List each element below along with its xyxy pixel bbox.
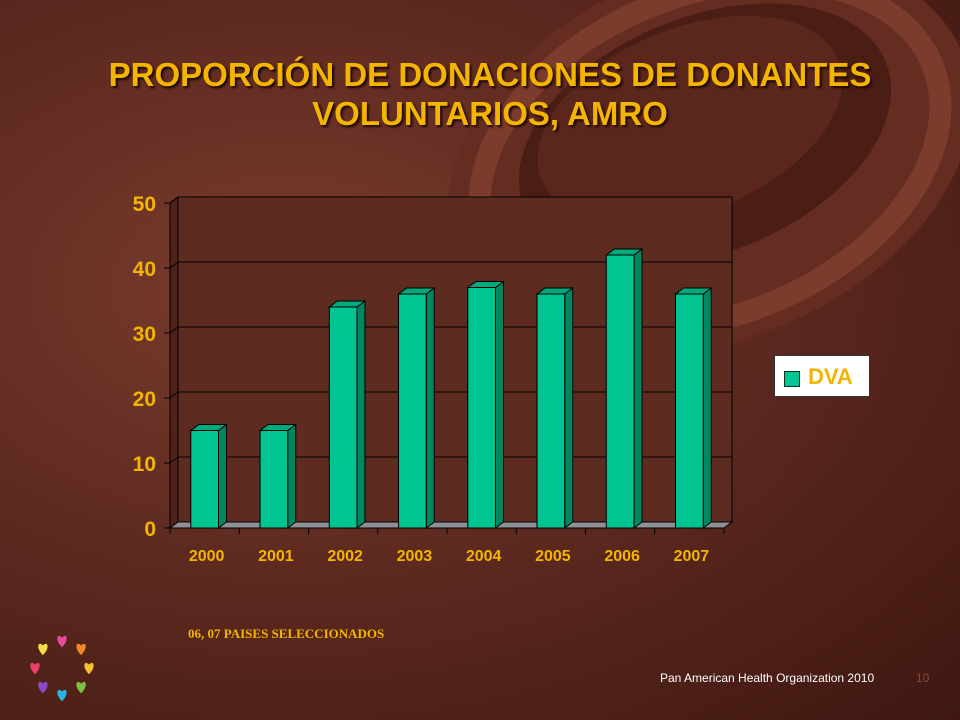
legend-swatch-dva [784, 371, 800, 387]
legend-label-dva: DVA [808, 364, 853, 389]
bar-2004 [466, 280, 505, 529]
x-tick-label: 2005 [535, 548, 571, 565]
heart-icon [29, 662, 41, 676]
x-tick-label: 2003 [397, 548, 433, 565]
page-number: 10 [916, 671, 930, 685]
chart-floor [168, 521, 734, 529]
bar-2003 [397, 287, 436, 529]
heart-icon [37, 643, 49, 657]
bar-front [467, 287, 496, 529]
y-tick-label: 40 [133, 258, 156, 281]
x-axis-tick-labels: 2000 2001 2002 2003 2004 2005 2006 2007 [169, 528, 725, 565]
bar-side [425, 287, 435, 529]
bar-front [398, 293, 427, 529]
bar-side [633, 248, 643, 529]
heart-icon [83, 662, 95, 676]
bar-2001 [258, 423, 298, 529]
y-tick-label: 30 [133, 323, 156, 346]
x-tick-label: 2002 [327, 548, 363, 565]
bar-side [217, 423, 227, 529]
x-tick-label: 2000 [189, 548, 225, 565]
bar-front [190, 430, 219, 529]
chart-legend: DVA [774, 355, 870, 397]
x-tick-label: 2007 [674, 548, 710, 565]
bar-side [494, 280, 504, 529]
bar-2000 [189, 423, 228, 529]
floor-surface [168, 521, 734, 529]
credit-line: Pan American Health Organization 2010 [660, 671, 875, 685]
bar-2007 [674, 287, 713, 529]
x-tick-label: 2001 [258, 548, 294, 565]
bar-2005 [535, 287, 575, 529]
gridline [169, 261, 732, 269]
slide-title: PROPORCIÓN DE DONACIONES DE DONANTES VOL… [108, 56, 872, 132]
bar-side [287, 423, 297, 529]
y-tick-label: 20 [133, 388, 156, 411]
bars [189, 248, 713, 529]
hearts-ring-logo [29, 635, 95, 703]
bar-front [259, 430, 289, 529]
bar-side [702, 287, 712, 529]
bar-2002 [327, 300, 367, 529]
y-tick-label: 0 [144, 518, 156, 541]
bar-front [328, 306, 358, 529]
bar-side [564, 287, 574, 529]
heart-icon [56, 689, 68, 703]
bar-front [605, 254, 635, 529]
y-tick-label: 50 [133, 193, 156, 216]
footnote: 06, 07 PAISES SELECCIONADOS [188, 626, 385, 641]
y-axis-tick-labels: 0 10 20 30 40 50 [133, 193, 156, 541]
heart-icon [37, 681, 49, 695]
x-tick-label: 2006 [604, 548, 640, 565]
x-tick-label: 2004 [466, 548, 502, 565]
plot-side-wall [169, 196, 179, 529]
gridline [169, 196, 732, 204]
heart-icon [75, 643, 87, 657]
heart-icon [75, 681, 87, 695]
bar-front [536, 293, 566, 529]
bar-front [675, 293, 704, 529]
bar-2006 [604, 248, 644, 529]
bar-side [356, 300, 366, 529]
heart-icon [56, 635, 68, 649]
y-tick-label: 10 [133, 453, 156, 476]
plot-area [169, 196, 733, 529]
